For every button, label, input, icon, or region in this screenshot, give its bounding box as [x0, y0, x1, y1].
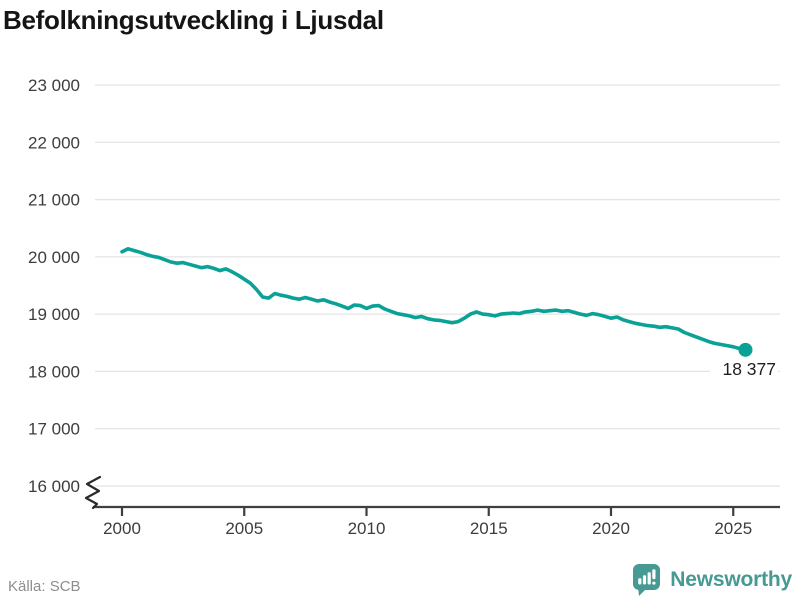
chart-title: Befolkningsutveckling i Ljusdal [3, 5, 384, 35]
y-tick-label: 19 000 [28, 305, 80, 324]
population-series-line [120, 247, 748, 352]
y-tick-label: 16 000 [28, 477, 80, 496]
newsworthy-wordmark: Newsworthy [670, 568, 792, 591]
x-tick-label: 2025 [714, 519, 752, 538]
newsworthy-bars-icon [633, 564, 661, 596]
y-tick-label: 22 000 [28, 133, 80, 152]
y-tick-label: 21 000 [28, 191, 80, 210]
axis-break-icon [84, 475, 102, 510]
source-label: Källa: SCB [8, 578, 81, 595]
x-tick-label: 2015 [470, 519, 508, 538]
x-tick-label: 2020 [592, 519, 630, 538]
y-tick-label: 18 000 [28, 362, 80, 381]
x-tick-label: 2005 [225, 519, 263, 538]
population-line-chart: 16 000 17 000 18 000 19 000 20 000 21 000 22 0… [28, 76, 780, 538]
y-tick-label: 23 000 [28, 76, 80, 95]
x-tick-label: 2010 [348, 519, 386, 538]
y-tick-label: 20 000 [28, 248, 80, 267]
x-tick-label: 2000 [103, 519, 141, 538]
newsworthy-logo: Newsworthy [632, 563, 792, 597]
y-tick-label: 17 000 [28, 420, 80, 439]
last-value-label: 18 377 [722, 359, 776, 379]
last-point-marker [738, 342, 753, 357]
annotation-halo [710, 357, 778, 377]
